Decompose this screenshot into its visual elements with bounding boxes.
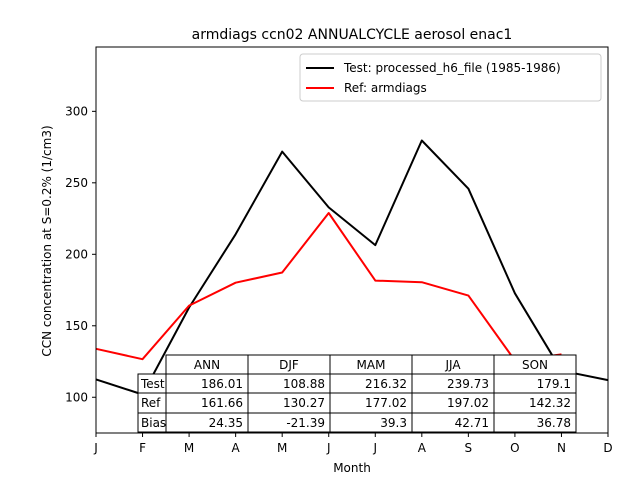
x-tick-label: J [372,441,377,455]
table-cell [493,412,577,433]
x-tick-label: F [139,441,146,455]
table-value: 39.3 [380,416,407,430]
table-value: 239.73 [447,377,489,391]
table-value: 142.32 [529,396,571,410]
x-tick-label: N [557,441,566,455]
table-value: 42.71 [455,416,489,430]
x-tick-label: M [184,441,194,455]
x-tick-label: A [418,441,427,455]
table-value: 179.1 [537,377,571,391]
y-tick-label: 200 [65,247,88,261]
table-value: 130.27 [283,396,325,410]
legend-label-2: Ref: armdiags [344,81,427,95]
legend-label-1: Test: processed_h6_file (1985-1986) [343,61,561,75]
table-row-label: Ref [141,396,161,410]
y-tick-label: 250 [65,176,88,190]
x-tick-label: M [277,441,287,455]
table-value: 197.02 [447,396,489,410]
table-column-header: JJA [444,358,461,372]
series-line-1 [95,139,609,396]
x-tick-label: J [93,441,98,455]
table-value: 177.02 [365,396,407,410]
x-tick-label: D [603,441,612,455]
x-tick-label: A [232,441,241,455]
y-tick-label: 150 [65,319,88,333]
table-value: 24.35 [209,416,243,430]
y-tick-label: 100 [65,390,88,404]
table-column-header: SON [522,358,548,372]
chart-title: armdiags ccn02 ANNUALCYCLE aerosol enac1 [192,27,513,43]
table-value: 36.78 [537,416,571,430]
y-axis-label: CCN concentration at S=0.2% (1/cm3) [40,125,54,356]
table-value: 108.88 [283,377,325,391]
table-value: -21.39 [286,416,325,430]
table-row-label: Test [140,377,165,391]
x-tick-label: O [510,441,519,455]
x-tick-label: J [326,441,331,455]
table-value: 161.66 [201,396,243,410]
table-column-header: ANN [194,358,220,372]
table-column-header: DJF [279,358,299,372]
legend-box [299,53,602,102]
table-value: 216.32 [365,377,407,391]
table-row-label: Bias [141,416,166,430]
x-axis-label: Month [333,461,371,475]
series-line-2 [95,212,562,362]
table-column-header: MAM [357,358,386,372]
y-tick-label: 300 [65,104,88,118]
x-tick-label: S [465,441,473,455]
table-value: 186.01 [201,377,243,391]
axes-frame [95,46,609,434]
